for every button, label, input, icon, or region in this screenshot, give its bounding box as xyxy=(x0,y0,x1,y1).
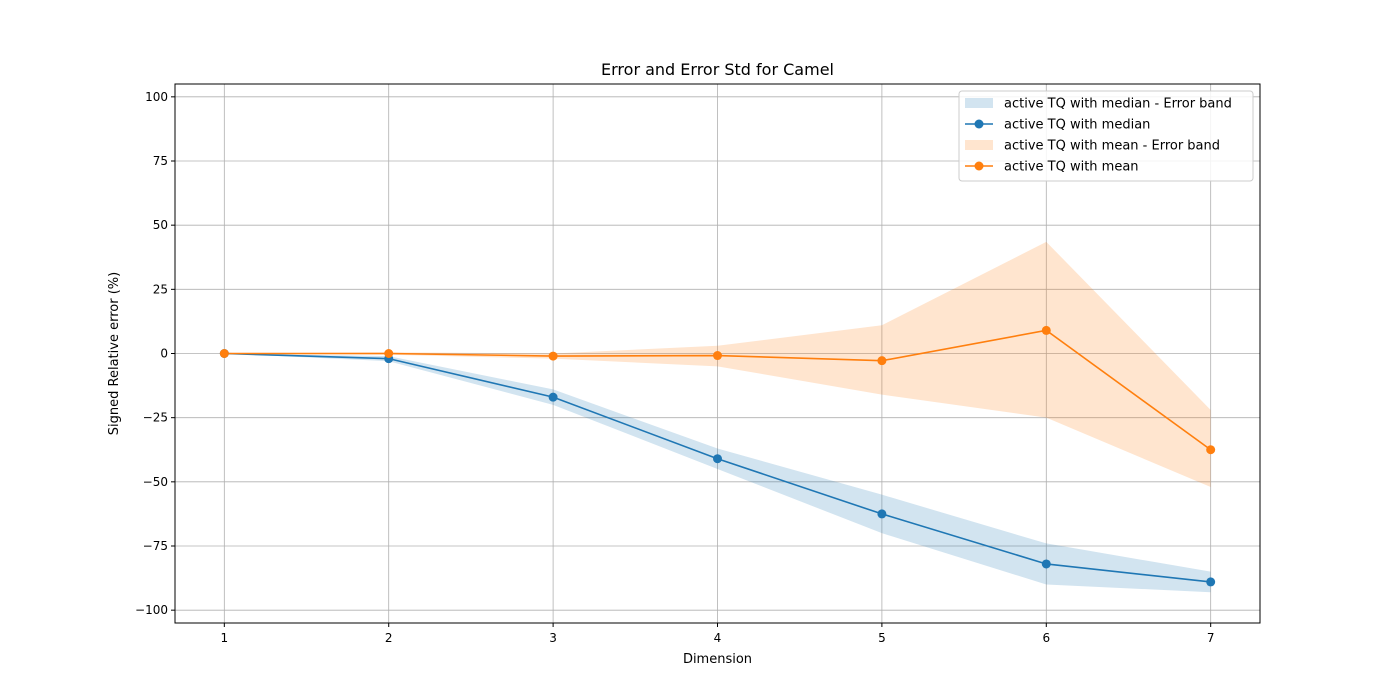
legend: active TQ with median - Error band active… xyxy=(958,90,1254,182)
y-tick-label: −50 xyxy=(143,475,168,489)
y-tick-label: 0 xyxy=(160,347,168,361)
x-tick-label: 6 xyxy=(1042,631,1050,645)
data-point xyxy=(1206,445,1216,455)
x-tick-label: 5 xyxy=(878,631,886,645)
x-tick-label: 1 xyxy=(220,631,228,645)
data-point xyxy=(713,454,722,464)
data-point xyxy=(219,349,229,358)
x-tick-label: 4 xyxy=(714,631,722,645)
y-tick-label: −100 xyxy=(135,603,168,617)
data-point xyxy=(548,351,558,361)
data-point xyxy=(877,356,887,366)
legend-entry-label: active TQ with median xyxy=(1004,118,1150,133)
legend-entry-label: active TQ with mean - Error band xyxy=(1004,139,1220,154)
legend-entry-label: active TQ with mean xyxy=(1004,160,1139,175)
legend-band-swatch xyxy=(965,140,993,150)
legend-marker xyxy=(974,119,984,129)
error-band-1 xyxy=(224,241,1211,487)
x-tick-label: 2 xyxy=(385,631,393,645)
y-tick-label: 25 xyxy=(153,282,168,296)
data-point xyxy=(1041,325,1051,335)
legend-band-swatch xyxy=(965,98,993,108)
y-tick-label: 75 xyxy=(153,154,168,168)
legend-entry-label: active TQ with median - Error band xyxy=(1004,97,1232,112)
x-tick-label: 3 xyxy=(549,631,557,645)
y-tick-label: 50 xyxy=(153,218,168,232)
y-tick-label: 100 xyxy=(145,90,168,104)
axis-ticks: 1 2 3 4 5 6 7 −100 −75 −50 −25 0 25 50 75 100 xyxy=(135,90,1214,645)
legend-marker xyxy=(974,161,984,171)
chart-title: Error and Error Std for Camel xyxy=(601,60,834,79)
data-point xyxy=(384,349,394,358)
y-axis-label: Signed Relative error (%) xyxy=(107,272,122,435)
error-bands xyxy=(224,241,1211,593)
error-band-0 xyxy=(224,353,1211,593)
grid xyxy=(175,84,1260,623)
x-axis-label: Dimension xyxy=(683,652,752,667)
y-tick-label: −25 xyxy=(143,411,168,425)
series-points xyxy=(219,325,1216,587)
x-tick-label: 7 xyxy=(1207,631,1215,645)
y-tick-label: −75 xyxy=(143,539,168,553)
data-point xyxy=(1041,559,1051,569)
data-point xyxy=(548,392,558,402)
data-point xyxy=(877,509,887,519)
data-point xyxy=(713,351,722,361)
data-point xyxy=(1206,577,1216,587)
legend-box xyxy=(958,90,1254,182)
